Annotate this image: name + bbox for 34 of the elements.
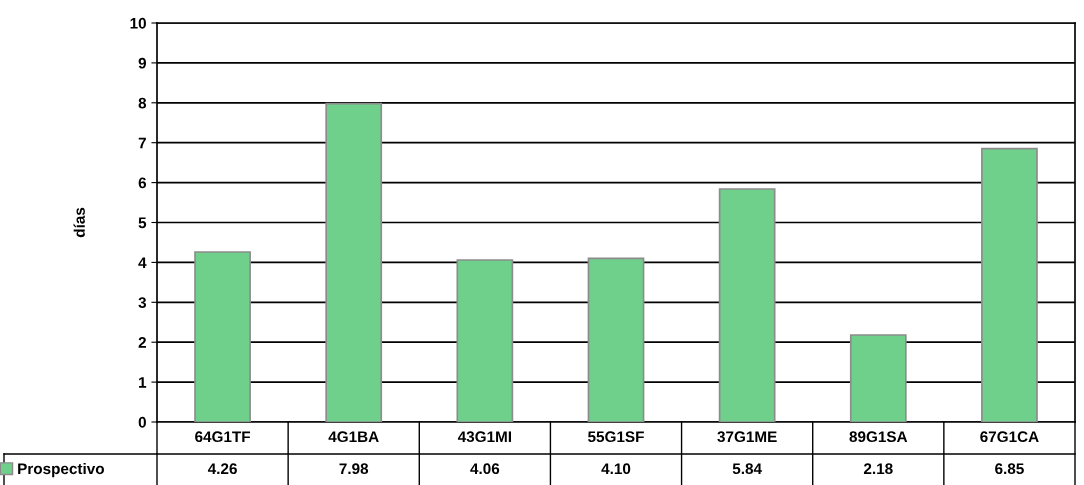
y-tick-label: 8 bbox=[138, 97, 147, 109]
legend-label: Prospectivo bbox=[18, 462, 104, 478]
y-tick-label: 2 bbox=[138, 337, 146, 348]
y-tick-label: 9 bbox=[138, 57, 147, 69]
y-axis-title: días bbox=[73, 207, 85, 238]
bar bbox=[587, 257, 645, 422]
data-label: 6.85 bbox=[995, 463, 1024, 475]
data-label: 4.26 bbox=[207, 463, 237, 475]
x-tick-label: 64G1TF bbox=[195, 431, 251, 443]
y-tick-label: 4 bbox=[138, 257, 147, 268]
bar bbox=[325, 102, 383, 422]
bar bbox=[194, 251, 251, 422]
data-label: 7.98 bbox=[339, 463, 369, 475]
y-tick-label: 0 bbox=[138, 416, 146, 428]
x-tick-label: 4G1BA bbox=[328, 431, 379, 443]
x-tick-label: 67G1CA bbox=[980, 431, 1039, 443]
x-tick-label: 37G1ME bbox=[717, 431, 777, 443]
y-tick-label: 1 bbox=[139, 377, 147, 388]
x-tick-label: 43G1MI bbox=[457, 431, 512, 443]
x-tick-label: 55G1SF bbox=[588, 431, 644, 443]
y-tick-label: 7 bbox=[138, 137, 146, 149]
bar bbox=[456, 259, 514, 422]
bar bbox=[718, 188, 776, 422]
y-tick-label: 10 bbox=[130, 17, 146, 29]
y-tick-label: 5 bbox=[138, 217, 147, 229]
y-tick-label: 6 bbox=[138, 177, 147, 189]
y-tick-label: 3 bbox=[138, 297, 147, 309]
x-tick-label: 89G1SA bbox=[849, 431, 908, 443]
data-label: 2.18 bbox=[863, 463, 893, 475]
bar bbox=[981, 147, 1038, 422]
bar bbox=[849, 334, 907, 422]
data-label: 4.06 bbox=[470, 463, 500, 475]
data-label: 5.84 bbox=[732, 463, 762, 475]
data-label: 4.10 bbox=[601, 463, 631, 475]
